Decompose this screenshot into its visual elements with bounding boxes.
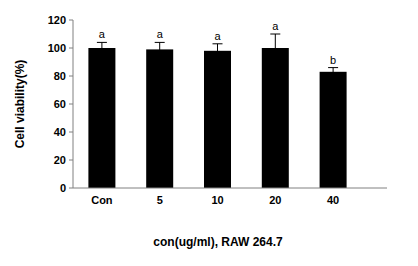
y-tick-label: 20: [54, 154, 66, 166]
x-tick-label: 5: [157, 194, 163, 206]
bar: [262, 48, 289, 188]
y-tick-label: 0: [60, 182, 66, 194]
error-bar: [155, 42, 165, 56]
error-bar: [97, 42, 107, 53]
error-cap: [155, 42, 165, 43]
x-tick-label: 10: [211, 194, 223, 206]
annotation: a: [99, 28, 106, 40]
error-stem: [333, 68, 334, 76]
x-tick-label: 40: [327, 194, 339, 206]
error-stem: [101, 42, 102, 53]
error-stem: [275, 34, 276, 62]
error-cap: [328, 67, 338, 68]
y-tick: [69, 132, 73, 133]
error-bar: [270, 34, 280, 62]
bar: [320, 72, 347, 188]
error-cap: [270, 34, 280, 35]
y-tick-label: 80: [54, 70, 66, 82]
x-axis: [73, 188, 387, 189]
chart: a a a a b 0 20 40 60 80 100 120 Con 5 10 20 40 Cell viabi…: [0, 0, 418, 266]
annotation: a: [157, 28, 164, 40]
x-tick-label: 20: [269, 194, 281, 206]
y-tick: [69, 188, 73, 189]
y-axis-label: Cell viability(%): [13, 60, 27, 149]
y-tick-label: 40: [54, 126, 66, 138]
error-cap: [97, 42, 107, 43]
bars: [88, 34, 346, 188]
annotation: b: [330, 54, 336, 66]
y-tick: [69, 160, 73, 161]
y-tick-label: 120: [48, 14, 66, 26]
y-tick: [69, 76, 73, 77]
error-stem: [217, 44, 218, 58]
x-axis-label: con(ug/ml), RAW 264.7: [153, 235, 283, 249]
bar: [146, 49, 173, 188]
bar: [88, 48, 115, 188]
annotation: a: [272, 20, 279, 32]
y-tick: [69, 20, 73, 21]
x-tick-label: Con: [91, 194, 113, 206]
annotation: a: [214, 30, 221, 42]
y-tick: [69, 104, 73, 105]
error-bar: [328, 68, 338, 76]
error-cap: [213, 43, 223, 44]
bar: [204, 51, 231, 188]
y-tick: [69, 48, 73, 49]
y-tick-label: 60: [54, 98, 66, 110]
error-bar: [213, 44, 223, 58]
y-tick-label: 100: [48, 42, 66, 54]
error-stem: [159, 42, 160, 56]
